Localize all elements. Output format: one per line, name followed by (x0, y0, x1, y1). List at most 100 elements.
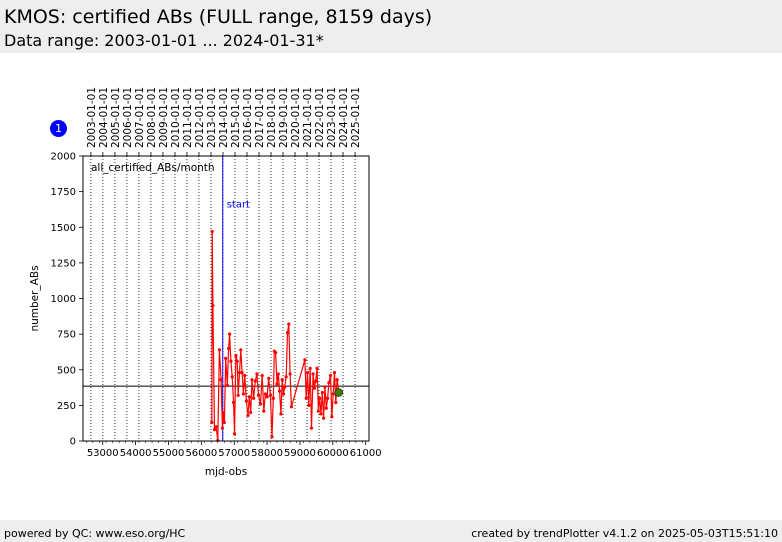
data-point (252, 396, 256, 400)
data-point (330, 415, 334, 419)
data-point (319, 412, 323, 416)
data-point (287, 322, 291, 326)
data-point (212, 428, 217, 432)
y-axis-label: number_ABs (29, 265, 41, 331)
top-date-label: 2017-01-01 (254, 87, 266, 148)
top-date-label: 2021-01-01 (302, 87, 314, 148)
data-point (305, 371, 310, 375)
top-date-label: 2007-01-01 (134, 87, 146, 148)
top-date-label: 2013-01-01 (206, 87, 218, 148)
panel-label: all_certified_ABs/month (91, 162, 215, 174)
data-point (307, 403, 311, 407)
data-point (210, 229, 214, 234)
data-point (258, 402, 263, 406)
data-point (323, 385, 327, 389)
data-point (255, 372, 259, 376)
top-date-label: 2022-01-01 (314, 87, 326, 148)
top-date-label: 2006-01-01 (122, 87, 134, 148)
top-date-label: 2015-01-01 (230, 87, 242, 148)
top-date-label: 2016-01-01 (242, 87, 254, 148)
page-subtitle: Data range: 2003-01-01 ... 2024-01-31* (4, 31, 324, 50)
data-point (320, 390, 324, 395)
data-point (309, 426, 314, 430)
data-point (236, 393, 240, 397)
top-date-label: 2012-01-01 (194, 87, 206, 148)
data-point (256, 393, 261, 397)
data-point (225, 383, 229, 388)
y-tick-label: 1000 (51, 294, 76, 305)
top-date-label: 2010-01-01 (170, 87, 182, 148)
data-point (243, 373, 247, 378)
y-tick-label: 2000 (51, 152, 76, 163)
trend-chart: 2003-01-01 2004-01-01 2005-01-01 2006-01-01… (29, 87, 382, 478)
data-point (318, 396, 322, 400)
top-date-label: 2009-01-01 (158, 87, 170, 148)
data-point (285, 331, 290, 335)
report-header: KMOS: certified ABs (FULL range, 8159 da… (0, 0, 782, 53)
data-point (240, 371, 244, 375)
top-date-label: 2011-01-01 (182, 87, 194, 148)
data-point (322, 416, 326, 420)
top-date-label: 2024-01-01 (338, 87, 350, 148)
data-point (227, 346, 231, 350)
top-date-label: 2008-01-01 (146, 87, 158, 148)
data-point (304, 396, 308, 400)
data-point (271, 396, 275, 400)
top-date-label: 2025-01-01 (350, 87, 362, 148)
data-point (280, 378, 284, 382)
footer-credit: powered by QC: www.eso.org/HC (4, 527, 186, 540)
footer-generator: created by trendPlotter v4.1.2 on 2025-0… (471, 527, 778, 540)
y-tick-label: 500 (57, 365, 76, 376)
data-point (250, 378, 254, 382)
data-point (277, 389, 282, 393)
data-point (334, 400, 338, 405)
plot-index-badge[interactable]: 1 (50, 120, 67, 137)
data-point (279, 412, 283, 416)
data-point (274, 351, 278, 355)
x-tick-label: 57000 (218, 448, 250, 459)
data-point (230, 375, 234, 379)
top-date-label: 2018-01-01 (266, 87, 278, 148)
data-point (241, 392, 246, 396)
y-tick-label: 250 (57, 401, 76, 412)
data-point (275, 382, 279, 386)
data-point (267, 376, 271, 380)
data-point (265, 395, 269, 399)
data-point (263, 392, 268, 396)
data-point (284, 375, 288, 379)
data-point (288, 372, 292, 376)
x-tick-label: 56000 (185, 448, 217, 459)
data-point (235, 359, 239, 363)
start-marker-label: start (227, 199, 250, 210)
data-point (283, 385, 287, 389)
data-point (224, 356, 228, 360)
data-point (308, 366, 312, 370)
data-point (214, 425, 218, 429)
data-point (260, 373, 264, 378)
data-point (325, 396, 330, 400)
y-tick-label: 1250 (51, 258, 76, 269)
data-point (210, 420, 214, 425)
data-point (244, 399, 248, 403)
x-tick-label: 59000 (284, 448, 316, 459)
top-date-label: 2005-01-01 (110, 87, 122, 148)
data-point (229, 359, 233, 363)
data-point (314, 379, 318, 383)
data-point (312, 386, 317, 390)
data-point (281, 392, 286, 396)
data-point (232, 432, 237, 436)
x-tick-label: 60000 (317, 448, 349, 459)
data-point (222, 420, 226, 425)
data-point (234, 353, 238, 358)
y-tick-label: 1750 (51, 187, 76, 198)
data-point (328, 373, 333, 378)
x-tick-label: 58000 (251, 448, 283, 459)
data-point (231, 400, 236, 405)
top-date-label: 2023-01-01 (326, 87, 338, 148)
data-point (332, 371, 337, 375)
data-point (247, 395, 251, 399)
data-point (220, 426, 224, 430)
y-tick-label: 1500 (51, 223, 76, 234)
data-point (268, 393, 272, 397)
data-point (221, 410, 225, 415)
